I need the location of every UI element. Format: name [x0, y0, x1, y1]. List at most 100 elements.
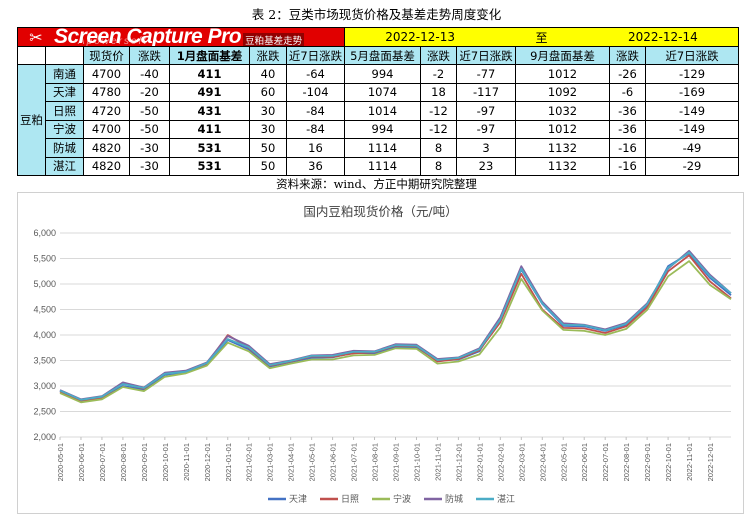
x-tick-label: 2022-07-01: [601, 443, 610, 481]
table-cell: -12: [420, 119, 457, 139]
table-cell: 50: [249, 138, 287, 158]
table-cell: -84: [286, 101, 345, 121]
table-cell: -129: [645, 64, 739, 84]
table-cell: 531: [169, 138, 250, 158]
table-cell: 30: [249, 119, 287, 139]
table-cell: 994: [344, 64, 421, 84]
x-tick-label: 2022-03-01: [517, 443, 526, 481]
x-tick-label: 2021-03-01: [266, 443, 275, 481]
city-cell: 南通: [45, 64, 84, 84]
y-tick-label: 5,500: [33, 254, 56, 264]
y-tick-label: 6,000: [33, 228, 56, 238]
y-tick-label: 2,500: [33, 407, 56, 417]
header-basis1: 1月盘面基差: [169, 46, 250, 65]
table-cell: 1114: [344, 138, 421, 158]
x-tick-label: 2020-10-01: [161, 443, 170, 481]
date-to: 至: [535, 30, 548, 45]
table-cell: -36: [609, 119, 646, 139]
table-cell: 23: [456, 156, 516, 176]
x-tick-label: 2021-01-01: [224, 443, 233, 481]
table-cell: -169: [645, 82, 739, 102]
table-cell: -6: [609, 82, 646, 102]
legend-label: 防城: [445, 493, 463, 505]
x-tick-label: 2022-05-01: [559, 443, 568, 481]
table-cell: 8: [420, 138, 457, 158]
banner-watermark: Apowersoft: [78, 36, 149, 47]
x-tick-label: 2021-11-01: [433, 443, 442, 481]
x-tick-label: 2021-02-01: [245, 443, 254, 481]
price-chart: 2,000 2,500 3,000 3,500 4,000 4,500 5,000 5,500…: [17, 192, 744, 514]
y-tick-label: 3,000: [33, 381, 56, 391]
screen-capture-banner: ✂ Screen Capture Pro 豆粕基差走势: [19, 28, 344, 46]
x-tick-label: 2022-12-01: [706, 443, 715, 481]
header-chg3: 涨跌: [420, 46, 457, 65]
table-cell: -64: [286, 64, 345, 84]
x-tick-label: 2021-04-01: [287, 443, 296, 481]
banner-brand: Screen Capture Pro: [54, 28, 242, 46]
table-row: 湛江 4820 -30 531 50 36 1114 8 23 1132 -16 -29: [18, 156, 739, 176]
table-cell: 30: [249, 101, 287, 121]
header-row: 现货价 涨跌 1月盘面基差 涨跌 近7日涨跌 5月盘面基差 涨跌 近7日涨跌 9…: [17, 46, 739, 65]
header-chg7c: 近7日涨跌: [645, 46, 739, 65]
table-cell: 1132: [515, 138, 610, 158]
table-cell: 4820: [83, 156, 130, 176]
table-cell: 16: [286, 138, 345, 158]
legend-label: 宁波: [393, 493, 411, 505]
date-start: 2022-12-13: [385, 30, 455, 44]
table-row: 豆粕 南通 4700 -40 411 40 -64 994 -2 -77 1012 -26 -129: [17, 64, 739, 176]
table-cell: -117: [456, 82, 516, 102]
table-cell: 1132: [515, 156, 610, 176]
table-cell: -16: [609, 138, 646, 158]
table-cell: 1074: [344, 82, 421, 102]
header-chg1: 涨跌: [129, 46, 170, 65]
table-cell: -40: [129, 64, 170, 84]
legend-label: 湛江: [497, 494, 515, 505]
table-cell: -12: [420, 101, 457, 121]
table-cell: -36: [609, 101, 646, 121]
table-cell: 431: [169, 101, 250, 121]
basis-table: ✂ Screen Capture Pro 豆粕基差走势 Apowersoft 2…: [17, 27, 739, 176]
table-cell: 411: [169, 64, 250, 84]
city-cell: 防城: [45, 138, 84, 158]
table-cell: -16: [609, 156, 646, 176]
y-tick-label: 5,000: [33, 279, 56, 289]
table-cell: -149: [645, 119, 739, 139]
x-tick-label: 2022-09-01: [643, 443, 652, 481]
table-cell: -2: [420, 64, 457, 84]
table-cell: -97: [456, 101, 516, 121]
table-cell: 40: [249, 64, 287, 84]
x-tick-label: 2021-07-01: [350, 443, 359, 481]
table-cell: 18: [420, 82, 457, 102]
table-cell: -149: [645, 101, 739, 121]
series-line-湛江: [59, 251, 732, 401]
city-cell: 日照: [45, 101, 84, 121]
date-range-cell: 2022-12-13 至 2022-12-14: [344, 27, 739, 47]
table-cell: 1014: [344, 101, 421, 121]
table-cell: 36: [286, 156, 345, 176]
chart-svg: 2,000 2,500 3,000 3,500 4,000 4,500 5,000 5,500…: [33, 228, 732, 505]
table-row: 宁波 4700 -50 411 30 -84 994 -12 -97 1012 -36 -149: [18, 119, 739, 139]
header-spot: 现货价: [83, 46, 130, 65]
table-row: 日照 4720 -50 431 30 -84 1014 -12 -97 1032 -36 -149: [18, 101, 739, 121]
y-tick-label: 4,500: [33, 305, 56, 315]
table-row: 防城 4820 -30 531 50 16 1114 8 3 1132 -16 -49: [18, 138, 739, 158]
table-cell: 1114: [344, 156, 421, 176]
x-tick-label: 2022-10-01: [664, 443, 673, 481]
table-cell: -49: [645, 138, 739, 158]
table-cell: 4700: [83, 119, 130, 139]
table-cell: 8: [420, 156, 457, 176]
table-cell: -50: [129, 119, 170, 139]
x-tick-label: 2022-02-01: [496, 443, 505, 481]
city-cell: 宁波: [45, 119, 84, 139]
table-row: 天津 4780 -20 491 60 -104 1074 18 -117 1092 -6 -169: [18, 82, 739, 102]
table-cell: -29: [645, 156, 739, 176]
x-tick-label: 2022-06-01: [580, 443, 589, 481]
table-cell: 411: [169, 119, 250, 139]
banner-cell: ✂ Screen Capture Pro 豆粕基差走势 Apowersoft: [17, 27, 345, 47]
basis-table-wrapper: ✂ Screen Capture Pro 豆粕基差走势 Apowersoft 2…: [17, 27, 739, 176]
header-chg7a: 近7日涨跌: [286, 46, 345, 65]
x-tick-label: 2022-01-01: [475, 443, 484, 481]
table-cell: 1032: [515, 101, 610, 121]
table-cell: 491: [169, 82, 250, 102]
table-cell: 4700: [83, 64, 130, 84]
